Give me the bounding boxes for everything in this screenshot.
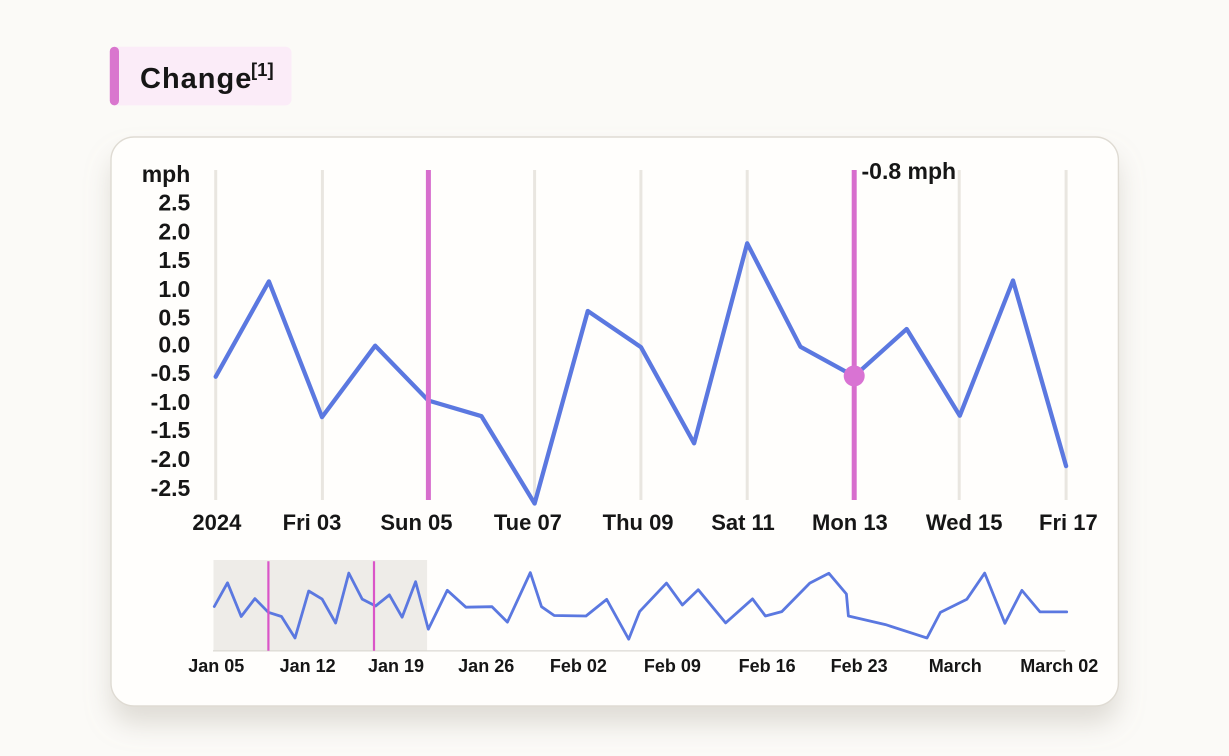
- svg-text:Sun 05: Sun 05: [380, 510, 452, 535]
- svg-text:Feb 09: Feb 09: [644, 656, 701, 676]
- svg-text:2.5: 2.5: [158, 190, 190, 216]
- svg-text:2024: 2024: [192, 510, 242, 535]
- svg-text:0.0: 0.0: [158, 332, 190, 358]
- svg-text:Jan 05: Jan 05: [188, 656, 244, 676]
- svg-text:-2.0: -2.0: [151, 446, 191, 472]
- svg-text:Wed 15: Wed 15: [926, 510, 1003, 535]
- svg-text:Fri 17: Fri 17: [1039, 510, 1098, 535]
- svg-text:-1.0: -1.0: [151, 389, 191, 415]
- svg-text:Fri 03: Fri 03: [283, 510, 342, 535]
- svg-text:mph: mph: [142, 161, 191, 187]
- svg-text:Jan 19: Jan 19: [368, 656, 424, 676]
- svg-text:Feb 02: Feb 02: [550, 656, 607, 676]
- svg-text:-0.5: -0.5: [151, 360, 191, 386]
- svg-text:1.5: 1.5: [158, 247, 190, 273]
- svg-text:-2.5: -2.5: [151, 475, 191, 501]
- svg-text:Change: Change: [140, 63, 252, 95]
- svg-text:[1]: [1]: [251, 59, 274, 80]
- svg-text:1.0: 1.0: [158, 276, 190, 302]
- svg-text:Tue 07: Tue 07: [494, 510, 562, 535]
- svg-text:Feb 16: Feb 16: [739, 656, 796, 676]
- svg-text:Jan 26: Jan 26: [458, 656, 514, 676]
- svg-text:Mon 13: Mon 13: [812, 510, 888, 535]
- svg-text:0.5: 0.5: [158, 305, 190, 331]
- svg-text:Feb 23: Feb 23: [831, 656, 888, 676]
- svg-text:March 02: March 02: [1020, 656, 1098, 676]
- svg-text:2.0: 2.0: [158, 219, 190, 245]
- svg-text:Thu 09: Thu 09: [603, 510, 674, 535]
- svg-text:March: March: [929, 656, 982, 676]
- svg-text:Jan 12: Jan 12: [280, 656, 336, 676]
- svg-text:-1.5: -1.5: [151, 417, 191, 443]
- svg-text:Sat 11: Sat 11: [711, 510, 775, 535]
- svg-text:-0.8 mph: -0.8 mph: [862, 158, 957, 184]
